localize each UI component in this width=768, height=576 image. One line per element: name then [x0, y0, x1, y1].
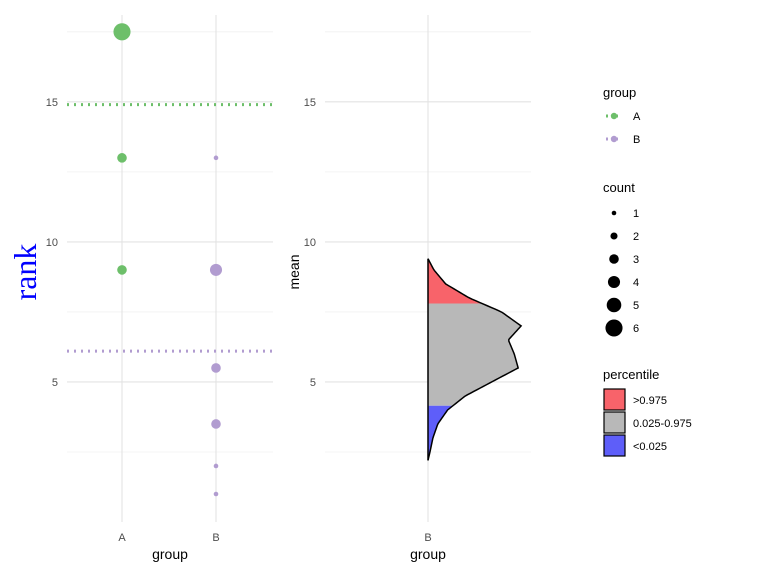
left-gridlines	[67, 15, 273, 522]
y-tick-label: 5	[310, 377, 316, 389]
legend-percentile-items: >0.975 0.025-0.975 <0.025	[603, 388, 692, 457]
y-tick-label: 15	[46, 97, 58, 109]
point-b	[213, 155, 219, 161]
legend-group-label: A	[633, 111, 641, 123]
legend: group AB count 1 2 3 4 5 6 percentile >0.975 0…	[603, 85, 692, 457]
legend-count-key	[610, 232, 618, 240]
legend-percentile-key	[603, 411, 626, 434]
left-y-ticks: 5 10 15	[46, 97, 58, 389]
legend-count-label: 4	[633, 277, 639, 289]
y-tick-label: 10	[46, 237, 58, 249]
right-density	[427, 258, 523, 461]
legend-count-key	[606, 297, 622, 313]
x-tick-label: B	[424, 532, 431, 544]
point-b	[211, 419, 221, 429]
legend-count-items: 1 2 3 4 5 6	[605, 208, 639, 337]
legend-percentile-title: percentile	[603, 367, 659, 382]
legend-group-label: B	[633, 134, 640, 146]
point-b	[213, 491, 219, 497]
right-y-ticks: 5 10 15	[304, 97, 316, 389]
legend-percentile-label: >0.975	[633, 395, 667, 407]
density-region	[428, 405, 453, 461]
legend-count-label: 1	[633, 208, 639, 220]
legend-group-title: group	[603, 85, 636, 100]
point-b	[211, 363, 221, 373]
legend-count-key	[611, 210, 617, 216]
right-panel: 5 10 15 B group mean	[286, 15, 531, 562]
right-y-axis-title: mean	[286, 254, 302, 289]
legend-count-label: 3	[633, 254, 639, 266]
y-tick-label: 15	[304, 97, 316, 109]
y-tick-label: 10	[304, 237, 316, 249]
point-b	[209, 263, 223, 276]
point-a	[117, 265, 127, 275]
density-outline	[427, 258, 523, 461]
x-tick-label: B	[212, 532, 219, 544]
density-region	[428, 303, 521, 406]
x-tick-label: A	[118, 532, 126, 544]
legend-percentile-key	[603, 388, 626, 411]
legend-percentile-label: 0.025-0.975	[633, 418, 692, 430]
legend-count-label: 5	[633, 300, 639, 312]
right-x-ticks: B	[424, 532, 431, 544]
legend-group-items: AB	[606, 111, 641, 146]
left-mean-lines	[67, 103, 273, 353]
point-a	[117, 153, 127, 163]
y-tick-label: 5	[52, 377, 58, 389]
density-region	[428, 258, 483, 304]
legend-percentile-label: <0.025	[633, 441, 667, 453]
right-x-axis-title: group	[410, 546, 446, 562]
legend-count-key	[607, 275, 621, 289]
legend-group-key-point	[610, 135, 618, 143]
left-points	[113, 23, 223, 497]
point-b	[213, 463, 219, 469]
legend-percentile-key	[603, 434, 626, 457]
legend-count-title: count	[603, 180, 635, 195]
legend-count-label: 2	[633, 231, 639, 243]
legend-group-key-point	[610, 112, 618, 120]
left-x-axis-title: group	[152, 546, 188, 562]
left-y-axis-title: rank	[7, 244, 43, 301]
legend-count-label: 6	[633, 323, 639, 335]
point-a	[113, 23, 131, 41]
legend-count-key	[605, 319, 623, 337]
legend-count-key	[609, 254, 619, 264]
